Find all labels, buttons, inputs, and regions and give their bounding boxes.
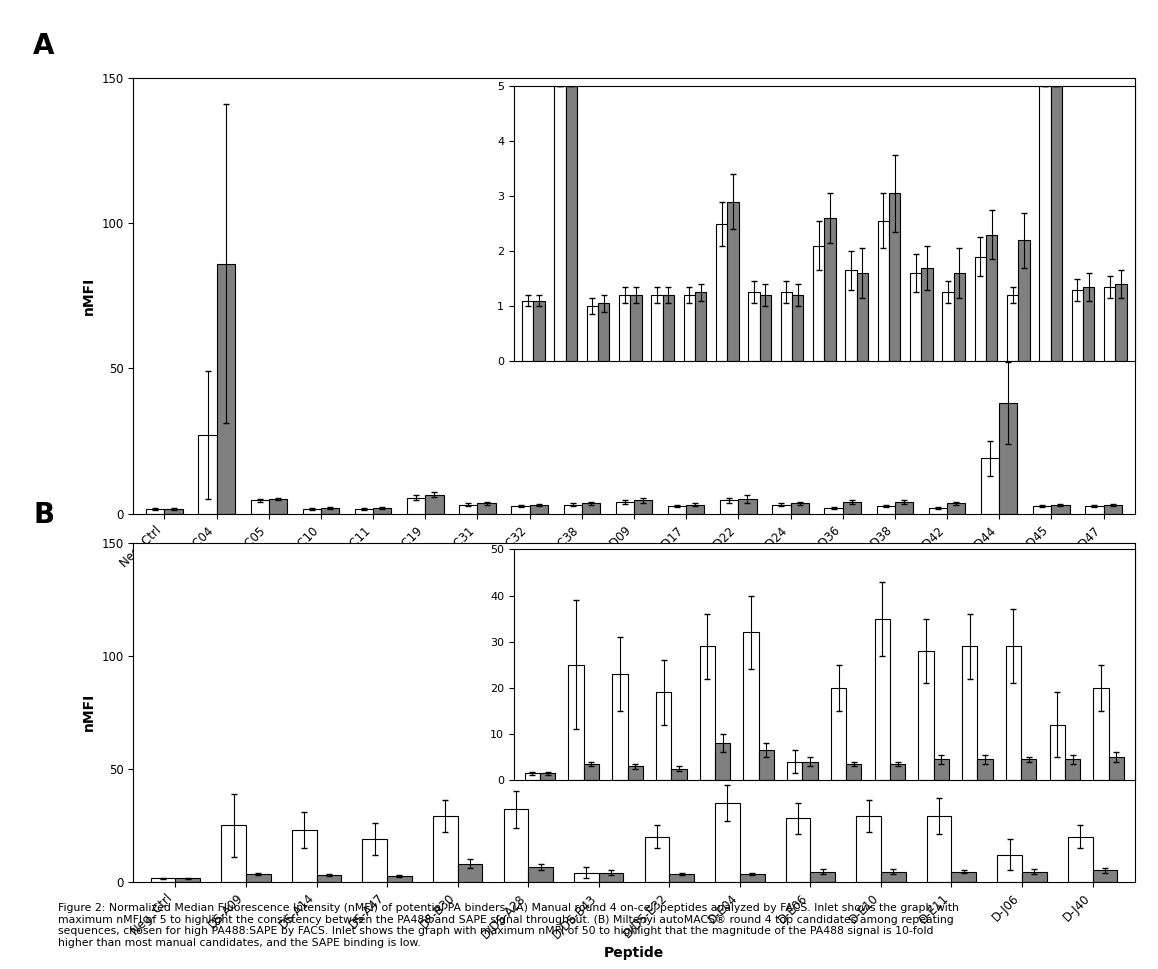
Bar (616, 502, 633, 514)
Bar (198, 435, 217, 514)
Bar (1033, 507, 1051, 514)
Bar (785, 819, 811, 882)
Bar (740, 874, 764, 882)
Bar (1051, 505, 1070, 514)
Bar (457, 863, 483, 882)
Bar (250, 501, 269, 514)
Bar (460, 505, 477, 514)
Y-axis label: nMFI: nMFI (82, 276, 96, 315)
Bar (408, 498, 425, 514)
Bar (362, 839, 387, 882)
Bar (151, 878, 176, 882)
Bar (529, 505, 548, 514)
Bar (321, 508, 339, 514)
Bar (1104, 505, 1122, 514)
X-axis label: Peptide: Peptide (603, 578, 665, 591)
Y-axis label: nMFI: nMFI (82, 693, 96, 732)
Bar (668, 507, 687, 514)
Bar (574, 873, 599, 882)
Bar (811, 872, 835, 882)
Bar (433, 816, 457, 882)
Bar (164, 510, 183, 514)
Bar (1085, 507, 1104, 514)
Bar (856, 816, 881, 882)
Bar (477, 504, 496, 514)
Bar (895, 502, 914, 514)
Bar (269, 499, 287, 514)
Bar (791, 504, 808, 514)
Bar (146, 510, 164, 514)
Bar (645, 836, 669, 882)
Bar (669, 874, 694, 882)
Bar (387, 876, 412, 882)
Bar (687, 505, 704, 514)
Bar (716, 802, 740, 882)
Bar (633, 501, 652, 514)
Bar (1068, 836, 1092, 882)
Text: A: A (34, 32, 54, 60)
Bar (564, 505, 581, 514)
Bar (354, 510, 373, 514)
Bar (999, 403, 1018, 514)
Text: Figure 2: Normalized Median Fluorescence Intensity (nMFI) of potential PA binder: Figure 2: Normalized Median Fluorescence… (58, 903, 959, 948)
Bar (512, 507, 529, 514)
Bar (824, 508, 843, 514)
Bar (720, 501, 739, 514)
Bar (599, 873, 623, 882)
Bar (373, 508, 391, 514)
Bar (425, 495, 444, 514)
Bar (1023, 872, 1047, 882)
Bar (877, 507, 895, 514)
Bar (221, 826, 245, 882)
Bar (843, 502, 860, 514)
Bar (929, 508, 947, 514)
Bar (528, 867, 552, 882)
Bar (952, 872, 976, 882)
Bar (739, 499, 756, 514)
Bar (772, 505, 791, 514)
Bar (245, 874, 271, 882)
Bar (302, 510, 321, 514)
Bar (176, 878, 200, 882)
Bar (947, 504, 966, 514)
Bar (926, 816, 952, 882)
Bar (881, 872, 906, 882)
Bar (504, 809, 528, 882)
Bar (997, 855, 1023, 882)
Bar (316, 875, 342, 882)
Bar (1092, 870, 1117, 882)
Bar (292, 829, 316, 882)
Text: B: B (34, 501, 54, 529)
Bar (217, 264, 235, 514)
X-axis label: Peptide: Peptide (603, 947, 665, 960)
Bar (981, 458, 999, 514)
Bar (581, 504, 600, 514)
